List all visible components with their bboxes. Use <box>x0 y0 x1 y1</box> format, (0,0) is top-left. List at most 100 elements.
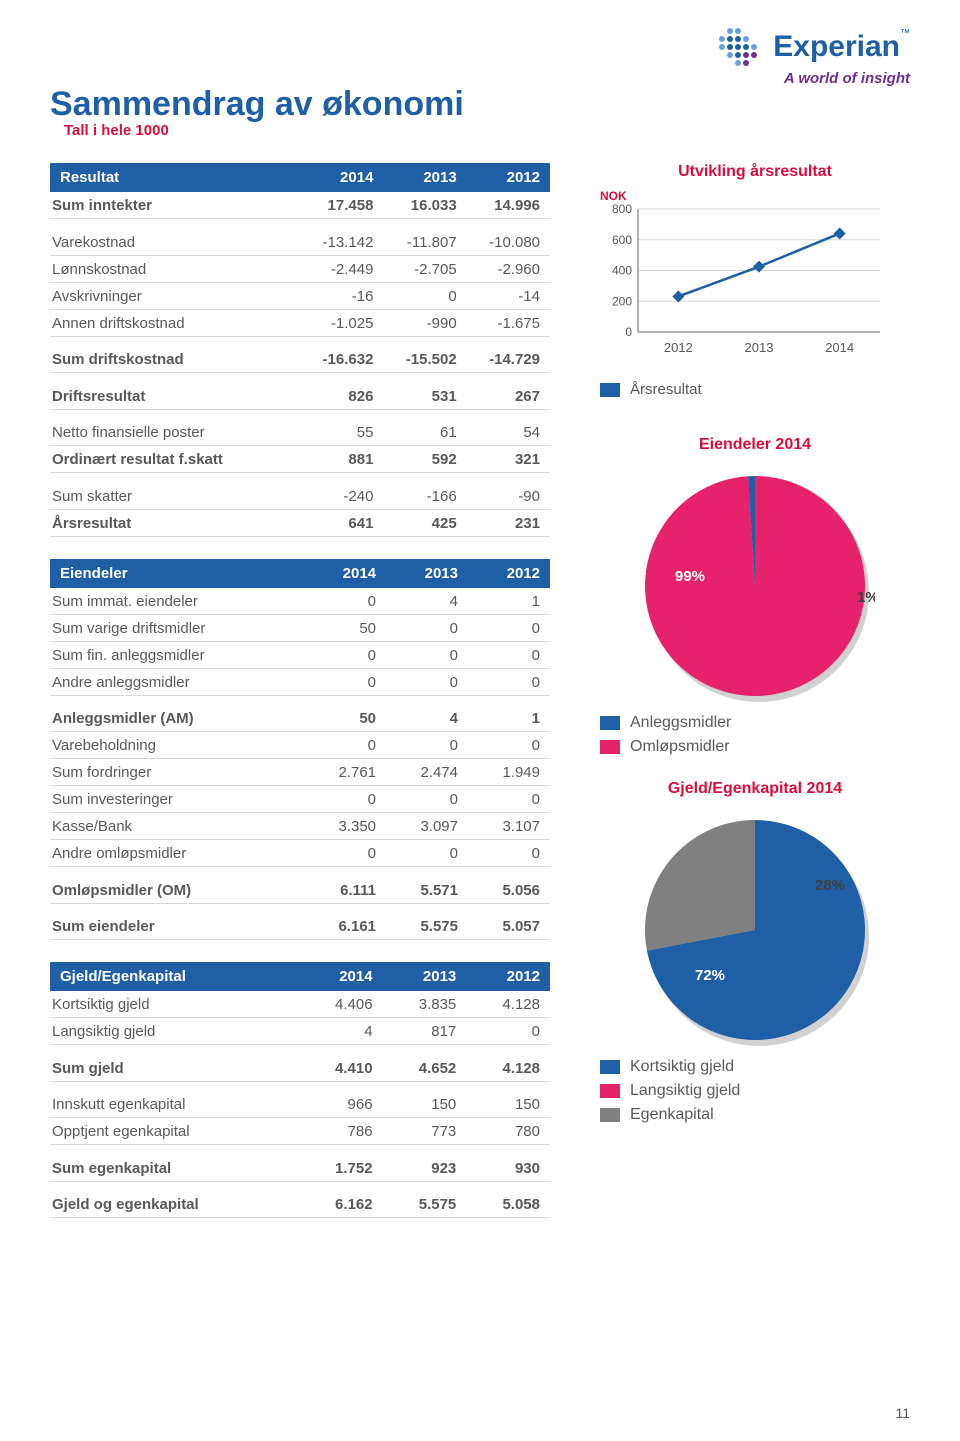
cell-value: 1.752 <box>299 1155 383 1182</box>
cell-value: 531 <box>383 383 466 410</box>
row-label: Årsresultat <box>50 509 300 536</box>
cell-value: -240 <box>300 483 383 510</box>
row-label: Sum inntekter <box>50 192 300 219</box>
cell-value: 150 <box>466 1091 550 1118</box>
cell-value: 14.996 <box>467 192 550 219</box>
table-row: Sum skatter-240-166-90 <box>50 483 550 510</box>
cell-value: 826 <box>300 383 383 410</box>
cell-value: 0 <box>386 732 468 759</box>
brand-tagline: A world of insight <box>719 70 910 87</box>
cell-value: 267 <box>467 383 550 410</box>
table-row: Annen driftskostnad-1.025-990-1.675 <box>50 309 550 336</box>
cell-value: -16.632 <box>300 346 383 373</box>
table-row: Avskrivninger-160-14 <box>50 282 550 309</box>
pie2-chart: 72%28% <box>635 810 875 1050</box>
row-label: Kortsiktig gjeld <box>50 991 299 1018</box>
svg-text:2013: 2013 <box>745 340 774 355</box>
table-row: Årsresultat641425231 <box>50 509 550 536</box>
cell-value: -990 <box>383 309 466 336</box>
table-row: Andre anleggsmidler000 <box>50 668 550 695</box>
legend-swatch <box>600 1060 620 1074</box>
col-header: 2013 <box>386 559 468 588</box>
cell-value: -2.705 <box>383 255 466 282</box>
row-label: Sum fordringer <box>50 759 304 786</box>
legend-item: Omløpsmidler <box>600 738 890 756</box>
svg-text:72%: 72% <box>695 967 725 984</box>
col-header: Resultat <box>50 163 300 192</box>
cell-value: 425 <box>383 509 466 536</box>
svg-text:99%: 99% <box>675 568 705 585</box>
table-row: Gjeld og egenkapital6.1625.5755.058 <box>50 1191 550 1218</box>
col-header: Eiendeler <box>50 559 304 588</box>
resultat-table: Resultat201420132012Sum inntekter17.4581… <box>50 163 550 537</box>
table-row: Sum varige driftsmidler5000 <box>50 614 550 641</box>
row-label: Gjeld og egenkapital <box>50 1191 299 1218</box>
table-row: Kortsiktig gjeld4.4063.8354.128 <box>50 991 550 1018</box>
cell-value: 0 <box>304 668 386 695</box>
table-row: Varekostnad-13.142-11.807-10.080 <box>50 229 550 256</box>
cell-value: 2.761 <box>304 759 386 786</box>
cell-value: 4 <box>386 588 468 615</box>
cell-value: 3.107 <box>468 813 550 840</box>
cell-value: 0 <box>386 786 468 813</box>
legend-label: Anleggsmidler <box>630 714 731 732</box>
row-label: Lønnskostnad <box>50 255 300 282</box>
cell-value: 966 <box>299 1091 383 1118</box>
pie2-title: Gjeld/Egenkapital 2014 <box>600 780 910 798</box>
cell-value: 817 <box>383 1018 467 1045</box>
charts-column: Utvikling årsresultat NOK 02004006008002… <box>600 163 910 1218</box>
svg-text:600: 600 <box>612 233 632 247</box>
legend-item: Langsiktig gjeld <box>600 1082 890 1100</box>
table-row: Sum inntekter17.45816.03314.996 <box>50 192 550 219</box>
table-row: Sum gjeld4.4104.6524.128 <box>50 1055 550 1082</box>
legend-item: Egenkapital <box>600 1106 890 1124</box>
row-label: Sum eiendeler <box>50 913 304 940</box>
cell-value: 3.350 <box>304 813 386 840</box>
cell-value: 0 <box>468 614 550 641</box>
row-label: Innskutt egenkapital <box>50 1091 299 1118</box>
cell-value: 5.571 <box>386 877 468 904</box>
cell-value: 0 <box>383 282 466 309</box>
col-header: 2014 <box>304 559 386 588</box>
table-row: Lønnskostnad-2.449-2.705-2.960 <box>50 255 550 282</box>
cell-value: -15.502 <box>383 346 466 373</box>
pie2-legend: Kortsiktig gjeld Langsiktig gjeld Egenka… <box>600 1058 910 1124</box>
cell-value: 17.458 <box>300 192 383 219</box>
cell-value: 0 <box>304 786 386 813</box>
row-label: Sum fin. anleggsmidler <box>50 641 304 668</box>
tables-column: Resultat201420132012Sum inntekter17.4581… <box>50 163 550 1218</box>
cell-value: 0 <box>304 840 386 867</box>
svg-text:2014: 2014 <box>825 340 854 355</box>
table-row: Varebeholdning000 <box>50 732 550 759</box>
cell-value: 881 <box>300 446 383 473</box>
cell-value: 16.033 <box>383 192 466 219</box>
cell-value: 0 <box>304 732 386 759</box>
legend-swatch <box>600 1108 620 1122</box>
cell-value: -16 <box>300 282 383 309</box>
cell-value: 773 <box>383 1118 467 1145</box>
legend-item: Kortsiktig gjeld <box>600 1058 890 1076</box>
row-label: Andre anleggsmidler <box>50 668 304 695</box>
row-label: Sum skatter <box>50 483 300 510</box>
cell-value: 150 <box>383 1091 467 1118</box>
row-label: Varekostnad <box>50 229 300 256</box>
cell-value: 0 <box>466 1018 550 1045</box>
table-row: Sum investeringer000 <box>50 786 550 813</box>
table-row: Opptjent egenkapital786773780 <box>50 1118 550 1145</box>
cell-value: 6.111 <box>304 877 386 904</box>
cell-value: 50 <box>304 705 386 732</box>
eiendeler-table: Eiendeler201420132012Sum immat. eiendele… <box>50 559 550 941</box>
table-row: Andre omløpsmidler000 <box>50 840 550 867</box>
cell-value: 0 <box>386 668 468 695</box>
gjeld-table: Gjeld/Egenkapital201420132012Kortsiktig … <box>50 962 550 1218</box>
cell-value: -90 <box>467 483 550 510</box>
brand-name: Experian <box>773 30 900 64</box>
svg-text:0: 0 <box>625 325 632 339</box>
cell-value: -2.960 <box>467 255 550 282</box>
legend-label: Kortsiktig gjeld <box>630 1058 734 1076</box>
legend-swatch <box>600 383 620 397</box>
cell-value: 4 <box>299 1018 383 1045</box>
cell-value: 5.575 <box>386 913 468 940</box>
cell-value: -10.080 <box>467 229 550 256</box>
cell-value: -13.142 <box>300 229 383 256</box>
